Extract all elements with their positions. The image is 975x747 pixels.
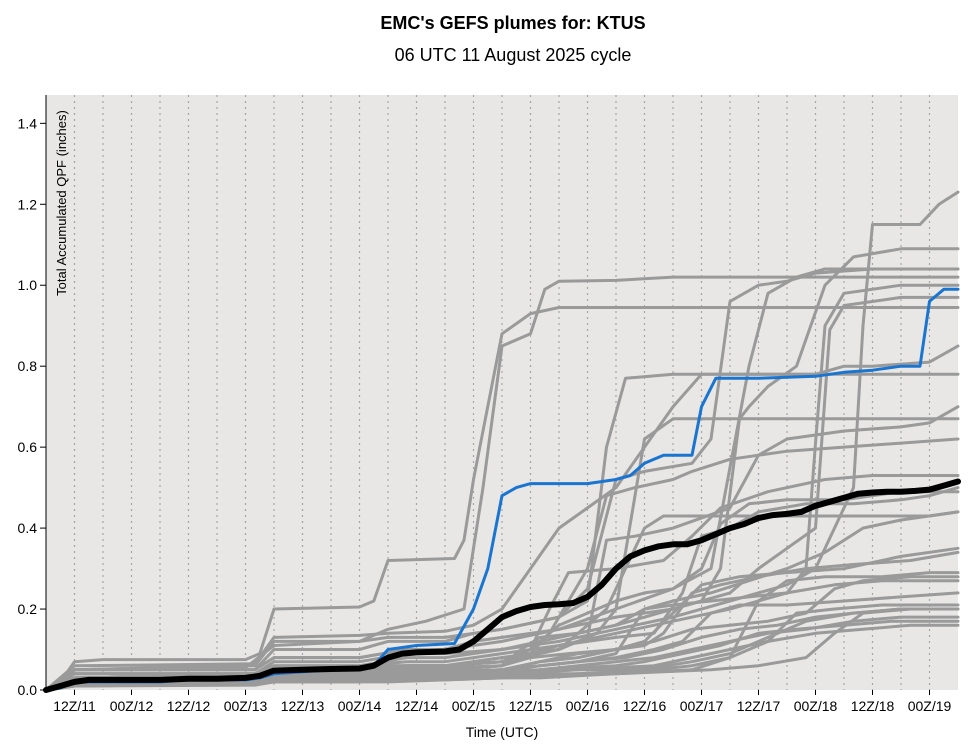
y-tick-label: 1.4 (18, 115, 38, 131)
y-tick-label: 0.4 (18, 520, 38, 536)
y-tick-label: 0.6 (18, 439, 38, 455)
x-tick-label: 12Z/11 (53, 698, 96, 714)
x-tick-label: 12Z/17 (737, 698, 781, 714)
mean-line (43, 478, 961, 693)
axes: 0.0 0.2 0.4 0.6 0.8 1.0 1.2 1.4 12Z/11 00Z/12 12Z/… (18, 95, 952, 714)
x-tick-label: 00Z/16 (566, 698, 610, 714)
chart-title: EMC's GEFS plumes for: KTUS (380, 13, 646, 33)
x-tick-label: 12Z/18 (851, 698, 895, 714)
member-line (44, 306, 960, 692)
x-tick-label: 00Z/15 (452, 698, 496, 714)
x-tick-label: 12Z/12 (167, 698, 211, 714)
member-line (44, 283, 960, 692)
x-tick-label: 12Z/13 (281, 698, 325, 714)
x-tick-label: 00Z/19 (908, 698, 952, 714)
x-tick-label: 00Z/18 (794, 698, 838, 714)
y-tick-label: 0.8 (18, 358, 38, 374)
x-tick-label: 00Z/12 (110, 698, 154, 714)
x-tick-label: 12Z/15 (509, 698, 553, 714)
x-tick-label: 00Z/17 (680, 698, 724, 714)
y-axis-label: Total Accumulated QPF (inches) (54, 110, 69, 296)
x-tick-label: 00Z/14 (338, 698, 382, 714)
y-tick-label: 0.2 (18, 601, 38, 617)
member-line (44, 607, 960, 692)
chart-subtitle: 06 UTC 11 August 2025 cycle (394, 45, 632, 65)
x-tick-label: 00Z/13 (224, 698, 268, 714)
y-tick-label: 0.0 (18, 682, 38, 698)
x-tick-label: 12Z/14 (395, 698, 439, 714)
ensemble-mean (43, 478, 961, 693)
y-tick-label: 1.0 (18, 277, 38, 293)
member-line (44, 607, 960, 692)
member-line (44, 344, 960, 692)
y-tick-label: 1.2 (18, 196, 38, 212)
x-axis-label: Time (UTC) (465, 724, 539, 740)
x-tick-label: 12Z/16 (623, 698, 667, 714)
